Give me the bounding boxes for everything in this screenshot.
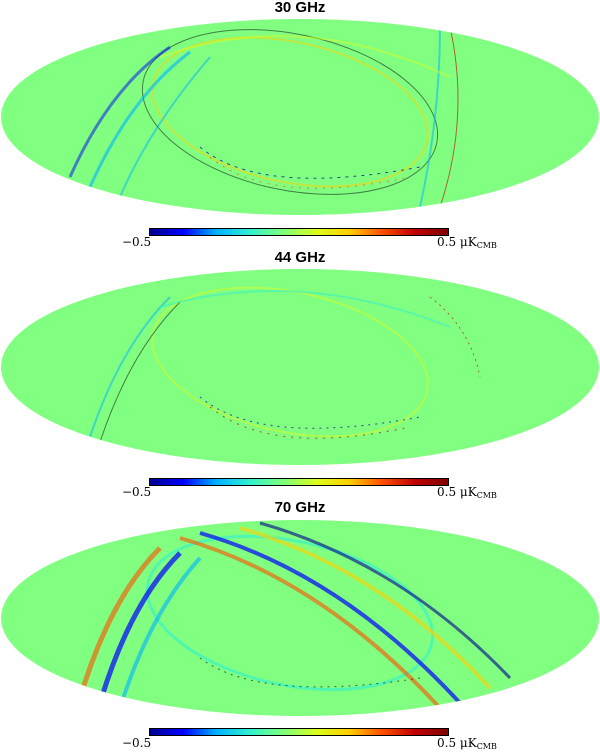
panel-title: 30 GHz — [274, 0, 326, 16]
colorbar-unit-sub: CMB — [476, 241, 497, 250]
colorbar-min-label: −0.5 — [122, 485, 152, 499]
sky-map — [1, 19, 599, 215]
sky-map — [1, 520, 599, 716]
sky-map — [1, 269, 599, 465]
colorbar-max-value: 0.5 — [437, 235, 457, 249]
sky-map-ellipse — [1, 19, 599, 215]
panel-title: 70 GHz — [274, 499, 326, 516]
sky-map-features — [68, 26, 459, 208]
colorbar-max-label: 0.5 μKCMB — [437, 236, 497, 252]
panel-title: 44 GHz — [274, 249, 326, 266]
colorbar-unit: μK — [459, 736, 477, 750]
colorbar — [149, 478, 449, 486]
colorbar-max-label: 0.5 μKCMB — [437, 737, 497, 753]
colorbar-unit-sub: CMB — [476, 742, 497, 751]
colorbar-max-label: 0.5 μKCMB — [437, 486, 497, 502]
colorbar-unit: μK — [459, 235, 477, 249]
colorbar-unit: μK — [459, 485, 477, 499]
colorbar-unit-sub: CMB — [476, 491, 497, 500]
colorbar-min-label: −0.5 — [122, 235, 152, 249]
sky-map-features — [89, 286, 481, 443]
colorbar-max-value: 0.5 — [437, 736, 457, 750]
sky-map-features — [77, 521, 512, 710]
colorbar-max-value: 0.5 — [437, 485, 457, 499]
sky-map-ellipse — [1, 520, 599, 716]
colorbar — [149, 228, 449, 236]
colorbar — [149, 728, 449, 736]
colorbar-min-label: −0.5 — [122, 736, 152, 750]
